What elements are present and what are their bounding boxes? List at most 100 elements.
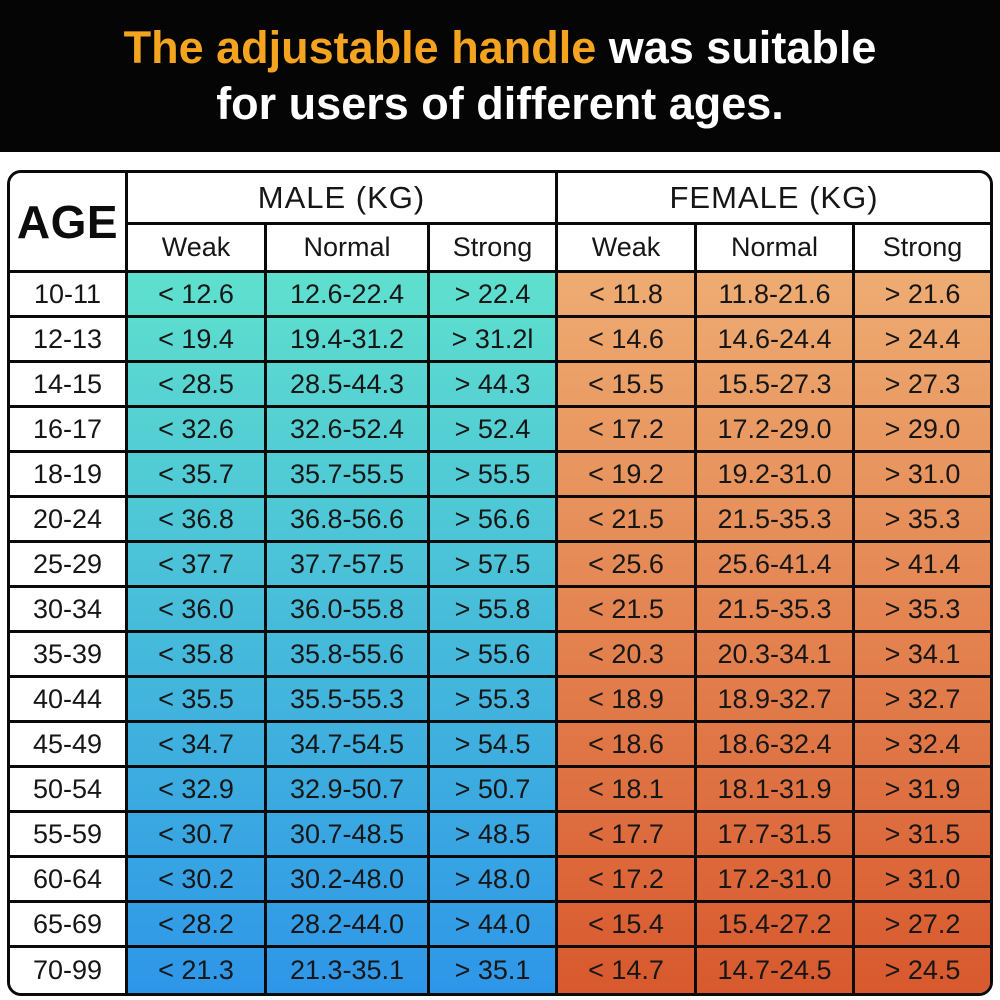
value-cell: < 35.8 bbox=[128, 633, 267, 678]
female-normal-header: Normal bbox=[697, 225, 855, 273]
value-cell: 35.7-55.5 bbox=[267, 453, 430, 498]
banner-title-rest: was suitable bbox=[596, 22, 877, 74]
value-cell: > 31.0 bbox=[855, 858, 990, 903]
value-cell: 19.2-31.0 bbox=[697, 453, 855, 498]
age-column-header: AGE bbox=[10, 173, 128, 273]
age-cell: 10-11 bbox=[10, 273, 128, 318]
value-cell: 18.9-32.7 bbox=[697, 678, 855, 723]
value-cell: < 14.7 bbox=[558, 948, 697, 993]
value-cell: > 22.4 bbox=[430, 273, 558, 318]
age-cell: 25-29 bbox=[10, 543, 128, 588]
value-cell: > 55.3 bbox=[430, 678, 558, 723]
female-strong-header: Strong bbox=[855, 225, 990, 273]
value-cell: 18.6-32.4 bbox=[697, 723, 855, 768]
value-cell: < 17.2 bbox=[558, 408, 697, 453]
value-cell: < 18.1 bbox=[558, 768, 697, 813]
age-cell: 40-44 bbox=[10, 678, 128, 723]
value-cell: < 35.7 bbox=[128, 453, 267, 498]
value-cell: > 31.9 bbox=[855, 768, 990, 813]
value-cell: > 35.1 bbox=[430, 948, 558, 993]
value-cell: 15.4-27.2 bbox=[697, 903, 855, 948]
age-cell: 30-34 bbox=[10, 588, 128, 633]
value-cell: < 34.7 bbox=[128, 723, 267, 768]
value-cell: 34.7-54.5 bbox=[267, 723, 430, 768]
value-cell: 12.6-22.4 bbox=[267, 273, 430, 318]
value-cell: > 24.4 bbox=[855, 318, 990, 363]
value-cell: > 21.6 bbox=[855, 273, 990, 318]
value-cell: > 54.5 bbox=[430, 723, 558, 768]
table-grid: AGE MALE (KG) FEMALE (KG) Weak Normal St… bbox=[10, 173, 990, 993]
value-cell: < 12.6 bbox=[128, 273, 267, 318]
value-cell: > 35.3 bbox=[855, 588, 990, 633]
value-cell: < 35.5 bbox=[128, 678, 267, 723]
value-cell: > 32.7 bbox=[855, 678, 990, 723]
value-cell: > 55.8 bbox=[430, 588, 558, 633]
value-cell: 17.2-29.0 bbox=[697, 408, 855, 453]
value-cell: 25.6-41.4 bbox=[697, 543, 855, 588]
value-cell: 17.7-31.5 bbox=[697, 813, 855, 858]
value-cell: < 28.5 bbox=[128, 363, 267, 408]
value-cell: 20.3-34.1 bbox=[697, 633, 855, 678]
value-cell: < 14.6 bbox=[558, 318, 697, 363]
value-cell: > 57.5 bbox=[430, 543, 558, 588]
value-cell: 36.0-55.8 bbox=[267, 588, 430, 633]
value-cell: > 55.6 bbox=[430, 633, 558, 678]
value-cell: > 32.4 bbox=[855, 723, 990, 768]
male-weak-header: Weak bbox=[128, 225, 267, 273]
age-cell: 16-17 bbox=[10, 408, 128, 453]
value-cell: 15.5-27.3 bbox=[697, 363, 855, 408]
value-cell: < 17.7 bbox=[558, 813, 697, 858]
value-cell: 21.5-35.3 bbox=[697, 498, 855, 543]
value-cell: < 36.0 bbox=[128, 588, 267, 633]
value-cell: < 25.6 bbox=[558, 543, 697, 588]
value-cell: < 30.2 bbox=[128, 858, 267, 903]
value-cell: 36.8-56.6 bbox=[267, 498, 430, 543]
value-cell: < 37.7 bbox=[128, 543, 267, 588]
value-cell: 28.5-44.3 bbox=[267, 363, 430, 408]
value-cell: > 48.5 bbox=[430, 813, 558, 858]
value-cell: < 17.2 bbox=[558, 858, 697, 903]
age-cell: 60-64 bbox=[10, 858, 128, 903]
banner-title-line-2: for users of different ages. bbox=[216, 78, 784, 129]
value-cell: > 48.0 bbox=[430, 858, 558, 903]
value-cell: 32.6-52.4 bbox=[267, 408, 430, 453]
age-cell: 55-59 bbox=[10, 813, 128, 858]
value-cell: > 44.0 bbox=[430, 903, 558, 948]
value-cell: > 34.1 bbox=[855, 633, 990, 678]
value-cell: 19.4-31.2 bbox=[267, 318, 430, 363]
value-cell: < 15.4 bbox=[558, 903, 697, 948]
value-cell: < 21.5 bbox=[558, 498, 697, 543]
header-banner: The adjustable handle was suitable for u… bbox=[0, 0, 1000, 152]
male-normal-header: Normal bbox=[267, 225, 430, 273]
value-cell: < 11.8 bbox=[558, 273, 697, 318]
value-cell: > 29.0 bbox=[855, 408, 990, 453]
age-cell: 14-15 bbox=[10, 363, 128, 408]
value-cell: < 18.9 bbox=[558, 678, 697, 723]
value-cell: > 24.5 bbox=[884, 955, 961, 985]
value-cell: > 56.6 bbox=[430, 498, 558, 543]
value-cell: 14.6-24.4 bbox=[697, 318, 855, 363]
value-cell: < 32.6 bbox=[128, 408, 267, 453]
age-cell: 65-69 bbox=[10, 903, 128, 948]
banner-title-highlight: The adjustable handle bbox=[123, 22, 597, 74]
age-cell: 35-39 bbox=[10, 633, 128, 678]
age-cell: 12-13 bbox=[10, 318, 128, 363]
value-cell: < 19.4 bbox=[128, 318, 267, 363]
value-cell: < 28.2 bbox=[128, 903, 267, 948]
value-cell: 17.2-31.0 bbox=[697, 858, 855, 903]
value-cell: < 20.3 bbox=[558, 633, 697, 678]
age-cell: 20-24 bbox=[10, 498, 128, 543]
value-cell: < 36.8 bbox=[128, 498, 267, 543]
value-cell: < 18.6 bbox=[558, 723, 697, 768]
value-cell: < 30.7 bbox=[128, 813, 267, 858]
male-strong-header: Strong bbox=[430, 225, 558, 273]
value-cell: 35.5-55.3 bbox=[267, 678, 430, 723]
value-cell: > 55.5 bbox=[430, 453, 558, 498]
value-cell: < 15.5 bbox=[558, 363, 697, 408]
age-cell: 45-49 bbox=[10, 723, 128, 768]
value-cell: < 21.5 bbox=[558, 588, 697, 633]
value-cell: 28.2-44.0 bbox=[267, 903, 430, 948]
female-group-header: FEMALE (KG) bbox=[558, 173, 990, 225]
value-cell: > 41.4 bbox=[855, 543, 990, 588]
value-cell: 18.1-31.9 bbox=[697, 768, 855, 813]
